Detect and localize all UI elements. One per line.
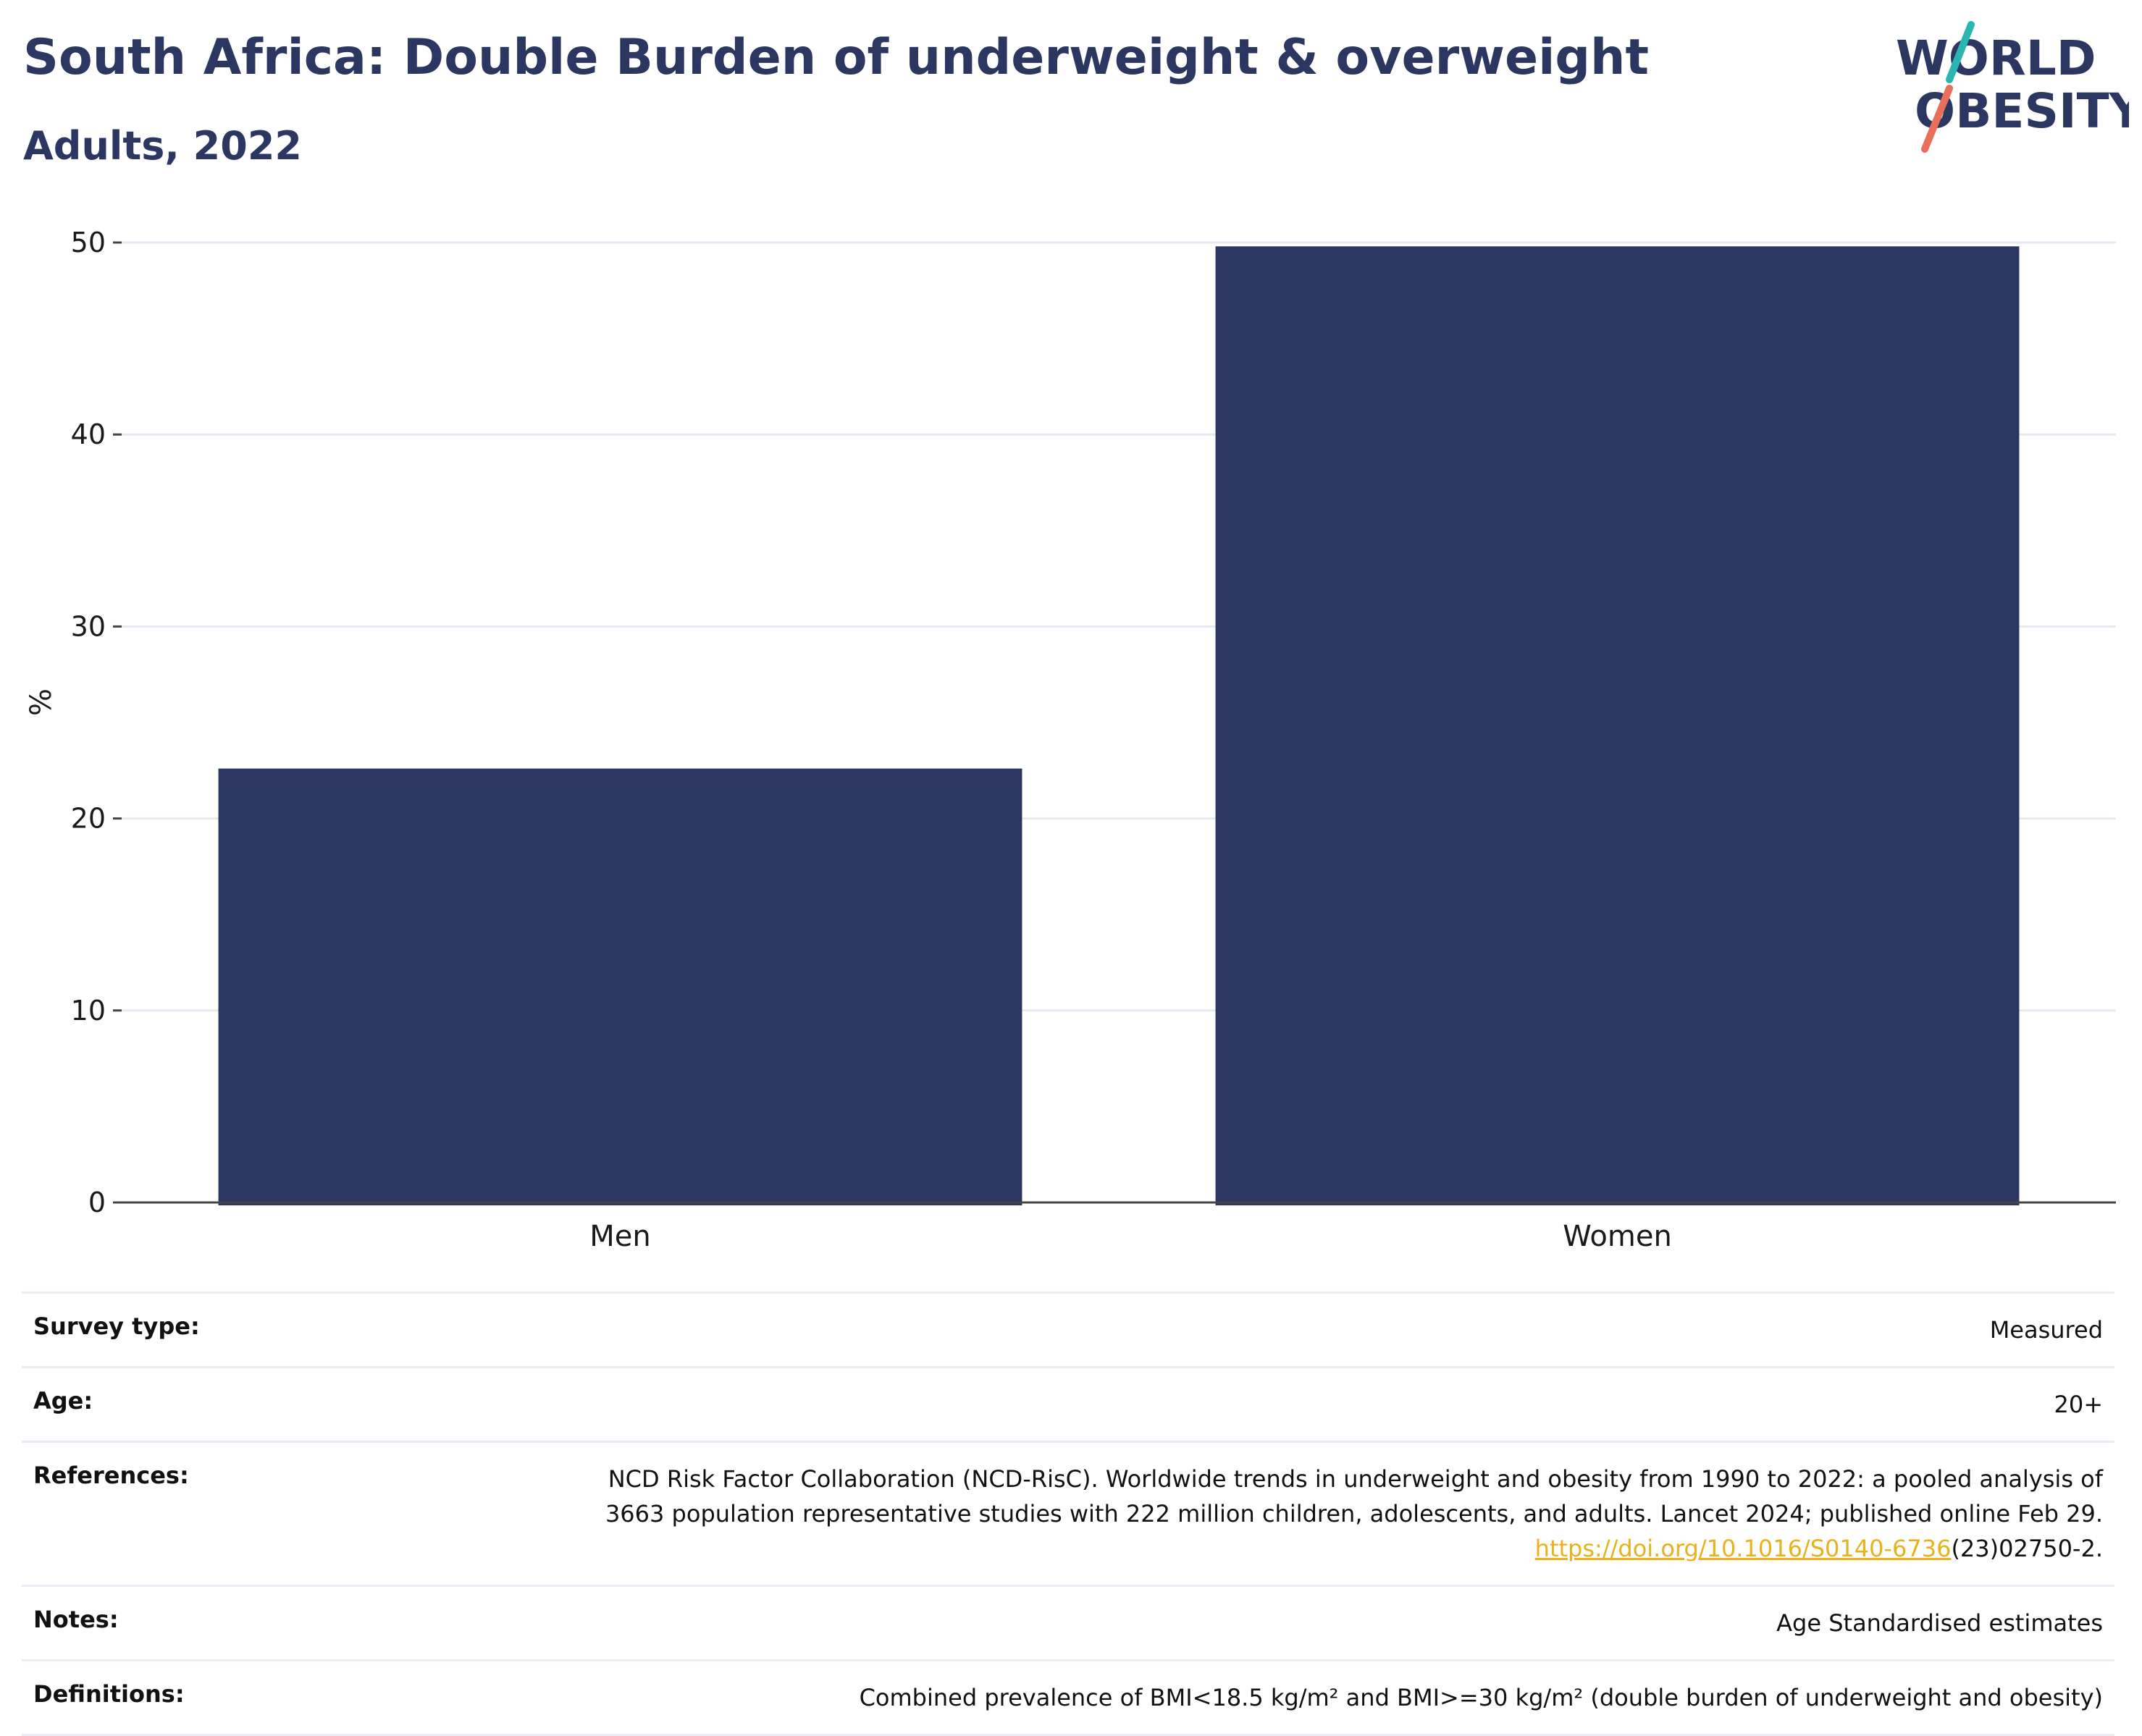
meta-label: Survey type: [33,1312,200,1340]
metadata-table: Survey type: Measured Age: 20+ Reference… [22,1292,2114,1736]
logo-line1: WORLD [1896,30,2096,86]
meta-label: Age: [33,1387,93,1415]
bar-women[interactable] [1215,246,2020,1206]
meta-label: References: [33,1462,189,1489]
doi-link[interactable]: https://doi.org/10.1016/S0140-6736 [1534,1535,1952,1562]
y-tick-label: 30 [71,610,106,642]
y-tick-label: 10 [71,995,106,1027]
meta-label: Definitions: [33,1680,185,1708]
meta-row-survey-type: Survey type: Measured [22,1292,2114,1366]
meta-value: Combined prevalence of BMI<18.5 kg/m² an… [859,1684,2103,1711]
chart-subtitle: Adults, 2022 [23,123,302,169]
reference-line-2: 3663 population representative studies w… [605,1500,2103,1528]
axes: 0 10 20 30 40 50 Men Women [71,227,2116,1253]
x-tick-label: Men [589,1220,650,1253]
x-tick-label: Women [1563,1220,1672,1253]
doi-suffix: (23)02750-2. [1951,1535,2103,1562]
chart-title: South Africa: Double Burden of underweig… [23,29,1649,86]
bar-chart: 0 10 20 30 40 50 Men Women % [25,227,2116,1253]
meta-value: Age Standardised estimates [1776,1609,2103,1637]
bars [218,246,2020,1206]
meta-row-notes: Notes: Age Standardised estimates [22,1585,2114,1659]
y-tick-label: 20 [71,803,106,835]
bar-men[interactable] [218,768,1022,1205]
y-axis-label: % [25,688,58,716]
y-tick-label: 0 [88,1187,106,1218]
meta-value: Measured [1989,1316,2103,1344]
meta-row-age: Age: 20+ [22,1366,2114,1441]
logo-slash-teal [1946,21,1975,83]
logo-slash-coral [1921,85,1953,153]
reference-line-1: NCD Risk Factor Collaboration (NCD-RisC)… [608,1465,2103,1493]
meta-row-references: References: NCD Risk Factor Collaboratio… [22,1441,2114,1585]
meta-row-definitions: Definitions: Combined prevalence of BMI<… [22,1659,2114,1736]
world-obesity-logo: WORLD OBESITY [1896,21,2129,153]
y-tick-label: 40 [71,418,106,450]
meta-value: 20+ [2054,1391,2103,1418]
y-tick-label: 50 [71,227,106,258]
meta-value-references: NCD Risk Factor Collaboration (NCD-RisC)… [605,1462,2103,1566]
meta-label: Notes: [33,1606,119,1633]
